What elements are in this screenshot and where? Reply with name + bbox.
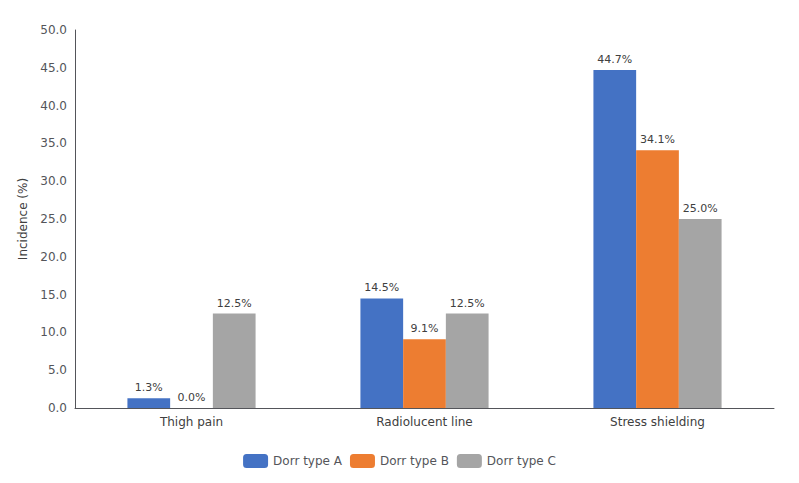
svg-text:Incidence (%): Incidence (%) <box>16 178 30 260</box>
svg-text:40.0: 40.0 <box>40 99 67 113</box>
svg-text:0.0: 0.0 <box>48 401 67 415</box>
svg-text:50.0: 50.0 <box>40 23 67 37</box>
svg-text:12.5%: 12.5% <box>450 297 485 310</box>
svg-text:35.0: 35.0 <box>40 136 67 150</box>
svg-text:Dorr type B: Dorr type B <box>380 454 449 468</box>
svg-text:25.0: 25.0 <box>40 212 67 226</box>
svg-text:44.7%: 44.7% <box>597 53 632 66</box>
svg-text:14.5%: 14.5% <box>364 281 399 294</box>
svg-text:15.0: 15.0 <box>40 288 67 302</box>
svg-text:10.0: 10.0 <box>40 325 67 339</box>
svg-text:Radiolucent line: Radiolucent line <box>376 415 472 429</box>
svg-text:Stress shielding: Stress shielding <box>610 415 705 429</box>
svg-text:Thigh pain: Thigh pain <box>159 415 223 429</box>
svg-text:9.1%: 9.1% <box>411 322 439 335</box>
svg-text:5.0: 5.0 <box>48 363 67 377</box>
svg-text:12.5%: 12.5% <box>217 297 252 310</box>
svg-text:Dorr type C: Dorr type C <box>487 454 556 468</box>
svg-text:25.0%: 25.0% <box>683 202 718 215</box>
svg-text:0.0%: 0.0% <box>178 391 206 404</box>
svg-text:30.0: 30.0 <box>40 174 67 188</box>
svg-text:34.1%: 34.1% <box>640 133 675 146</box>
svg-text:45.0: 45.0 <box>40 61 67 75</box>
svg-text:1.3%: 1.3% <box>135 381 163 394</box>
svg-text:Dorr type A: Dorr type A <box>273 454 343 468</box>
svg-text:20.0: 20.0 <box>40 250 67 264</box>
